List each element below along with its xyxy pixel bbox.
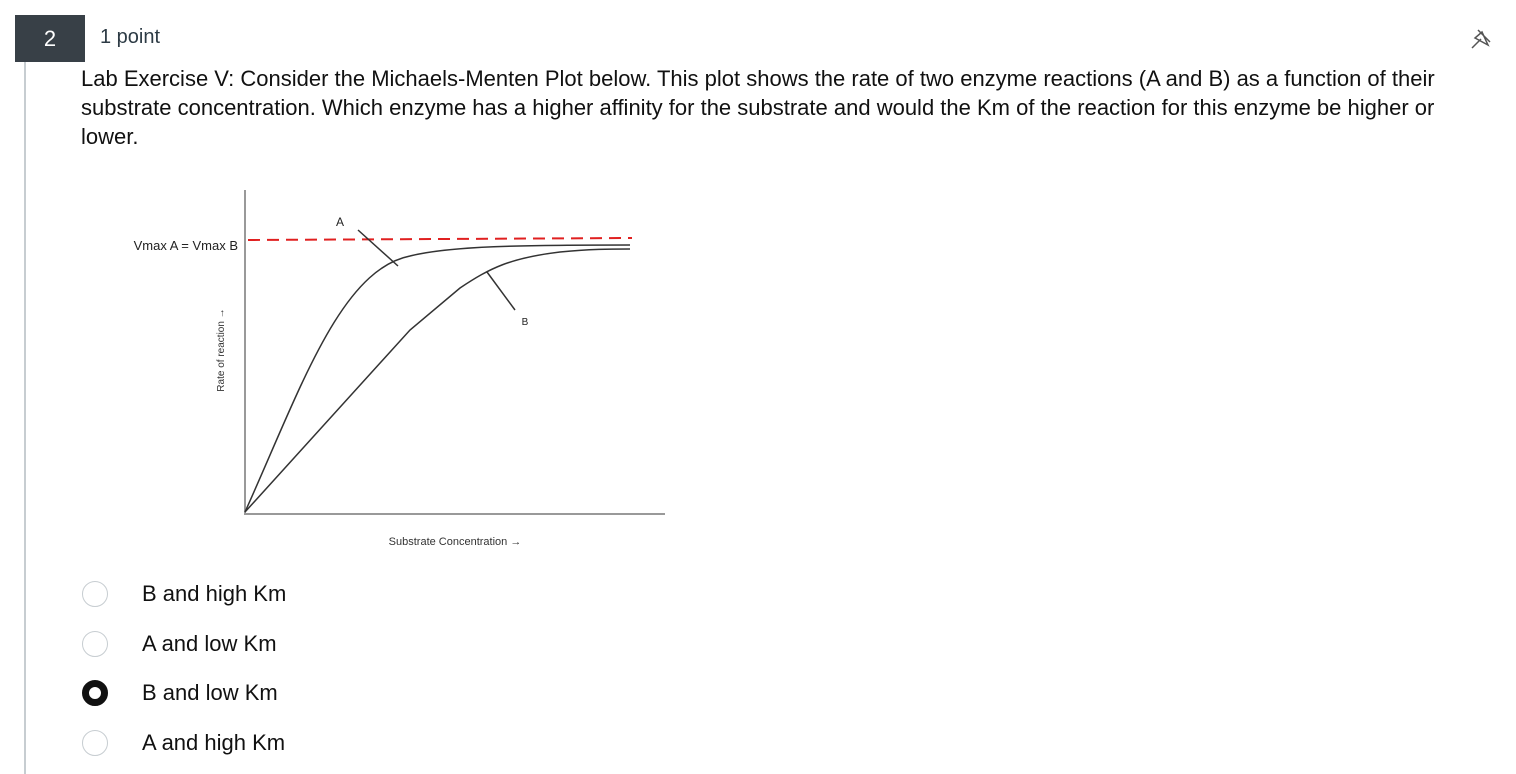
answer-option[interactable]: B and high Km bbox=[82, 579, 286, 609]
answer-option[interactable]: B and low Km bbox=[82, 678, 278, 708]
curve-b-label: B bbox=[522, 317, 529, 328]
question-number: 2 bbox=[15, 15, 85, 62]
radio-button[interactable] bbox=[82, 581, 108, 607]
pin-icon[interactable] bbox=[1471, 29, 1491, 49]
radio-button[interactable] bbox=[82, 630, 108, 657]
option-label[interactable]: A and low Km bbox=[142, 630, 277, 656]
pointer-b bbox=[486, 271, 516, 311]
vmax-label: Vmax A = Vmax B bbox=[134, 238, 238, 253]
answer-option[interactable]: A and high Km bbox=[82, 728, 285, 758]
curve-a-label: A bbox=[336, 215, 344, 229]
option-label[interactable]: B and high Km bbox=[142, 581, 287, 606]
radio-button[interactable] bbox=[82, 730, 108, 757]
radio-button[interactable] bbox=[82, 680, 108, 707]
option-label[interactable]: B and low Km bbox=[142, 680, 278, 706]
answer-option[interactable]: A and low Km bbox=[82, 629, 277, 659]
pointer-a bbox=[357, 229, 399, 267]
x-axis-label: Substrate Concentration → bbox=[389, 536, 522, 548]
question-rail bbox=[24, 62, 26, 774]
vmax-line bbox=[247, 237, 633, 241]
question-text: Lab Exercise V: Consider the Michaels-Me… bbox=[81, 66, 1435, 149]
curve-a bbox=[244, 244, 631, 513]
curve-b bbox=[244, 248, 631, 513]
option-label[interactable]: A and high Km bbox=[142, 730, 286, 756]
question-points: 1 point bbox=[100, 26, 161, 48]
y-axis-label: Rate of reaction → bbox=[216, 308, 227, 391]
